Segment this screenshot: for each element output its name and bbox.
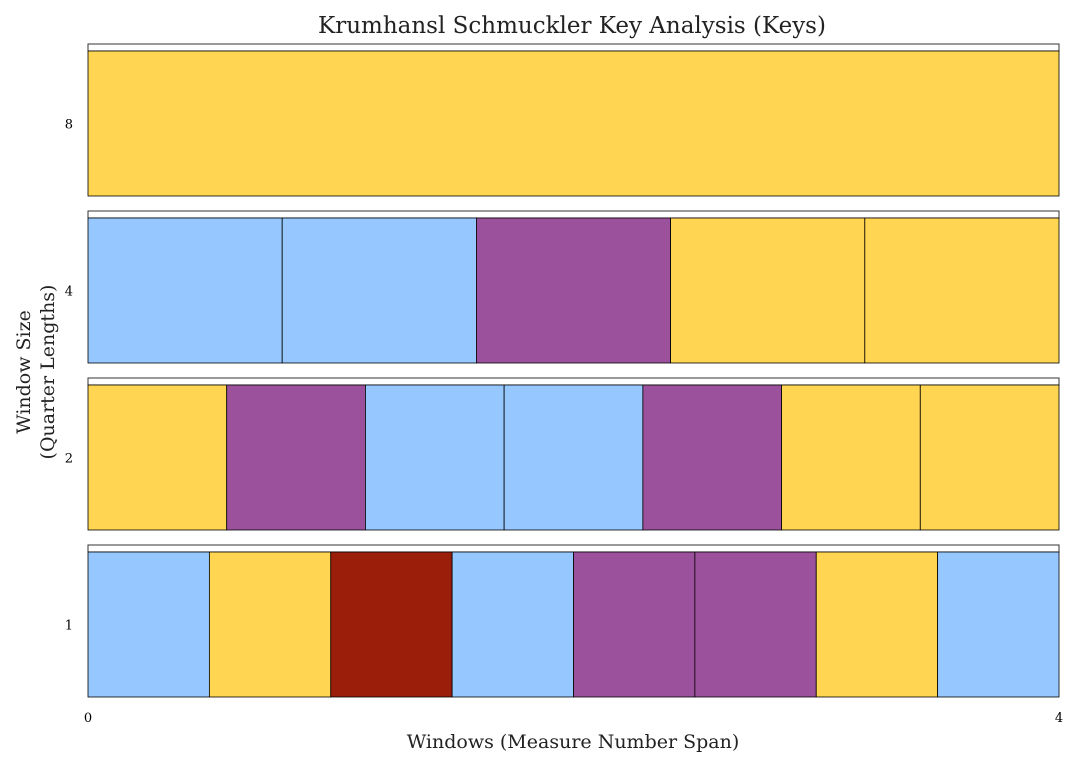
key-segment-w1-6: [694, 551, 817, 698]
key-segment-w2-1: [87, 384, 228, 531]
key-segment-w2-6: [781, 384, 921, 531]
y-tick-labels: 8 4 2 1: [65, 118, 73, 634]
y-tick-label-2: 2: [65, 452, 73, 467]
row-strip-1: [87, 544, 1060, 553]
key-segment-w2-7: [919, 384, 1060, 531]
key-segment-w4-1: [87, 217, 283, 364]
y-tick-label-4: 4: [65, 285, 73, 300]
y-axis-label: Window Size (Quarter Lengths): [13, 285, 59, 460]
row-strip-4: [87, 210, 1060, 219]
key-segment-w2-2: [226, 384, 366, 531]
key-segment-w4-3: [475, 217, 671, 364]
y-tick-label-8: 8: [65, 118, 73, 133]
row-strip-8: [87, 43, 1060, 52]
chart-rows: [87, 43, 1060, 698]
key-segment-w1-8: [937, 551, 1060, 698]
key-segment-w1-4: [451, 551, 574, 698]
key-segment-w1-3: [330, 551, 453, 698]
key-segment-w2-5: [642, 384, 782, 531]
y-tick-label-1: 1: [65, 619, 73, 634]
key-segment-w1-1: [87, 551, 210, 698]
chart-title: Krumhansl Schmuckler Key Analysis (Keys): [318, 13, 826, 39]
key-segment-w4-5: [864, 217, 1060, 364]
key-segment-w8-1: [87, 50, 1060, 197]
key-segment-w4-2: [281, 217, 477, 364]
x-tick-label-end: 4: [1055, 711, 1063, 726]
x-tick-label-start: 0: [84, 711, 92, 726]
key-segment-w1-2: [208, 551, 332, 698]
x-axis-label: Windows (Measure Number Span): [407, 731, 740, 753]
key-segment-w2-4: [503, 384, 644, 531]
key-segment-w1-5: [573, 551, 696, 698]
y-axis-label-line-2: (Quarter Lengths): [37, 285, 59, 460]
key-segment-w2-3: [365, 384, 505, 531]
y-axis-label-line-1: Window Size: [13, 310, 35, 434]
key-segment-w4-4: [670, 217, 866, 364]
key-segment-w1-7: [815, 551, 939, 698]
row-strip-2: [87, 377, 1060, 386]
